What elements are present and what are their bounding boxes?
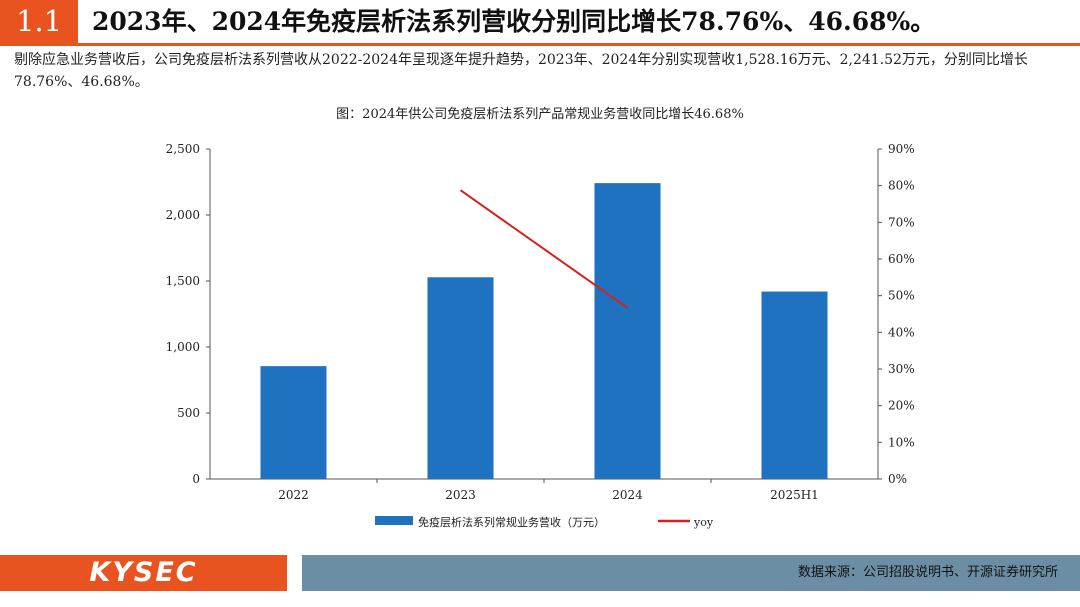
x-tick-label: 2024 (612, 488, 643, 502)
section-title: 2023年、2024年免疫层析法系列营收分别同比增长78.76%、46.68%。 (92, 7, 936, 36)
y-tick-label-left: 500 (177, 406, 200, 420)
x-tick-label: 2022 (278, 488, 309, 502)
yoy-line (459, 189, 629, 309)
summary-text: 剔除应急业务营收后，公司免疫层析法系列营收从2022-2024年呈现逐年提升趋势… (14, 52, 1028, 90)
y-tick-label-right: 70% (888, 215, 915, 229)
y-tick-label-right: 30% (888, 362, 915, 376)
bar (427, 277, 494, 479)
y-tick-label-right: 0% (888, 472, 907, 486)
kysec-logo: KYSEC (0, 555, 287, 591)
y-tick-label-right: 10% (888, 435, 915, 449)
data-source: 数据来源：公司招股说明书、开源证券研究所 (797, 565, 1058, 580)
chart-title: 图：2024年供公司免疫层析法系列产品常规业务营收同比增长46.68% (336, 107, 744, 122)
bar (761, 291, 828, 479)
bar (260, 366, 327, 479)
footer-bar: 数据来源：公司招股说明书、开源证券研究所 (302, 555, 1080, 591)
y-tick-label-right: 20% (888, 399, 915, 413)
y-tick-label-right: 60% (888, 252, 915, 266)
y-tick-label-right: 50% (888, 289, 915, 303)
x-tick-label: 2023 (445, 488, 476, 502)
legend-label-line: yoy (693, 516, 714, 529)
bar (594, 183, 661, 479)
section-header: 1.1 2023年、2024年免疫层析法系列营收分别同比增长78.76%、46.… (0, 0, 1080, 43)
y-tick-label-left: 1,500 (166, 274, 200, 288)
y-tick-label-right: 40% (888, 325, 915, 339)
section-number: 1.1 (0, 0, 78, 43)
legend-label-bar: 免疫层析法系列常规业务营收（万元） (418, 515, 605, 529)
y-tick-label-right: 90% (888, 142, 915, 156)
y-tick-label-left: 2,500 (166, 142, 200, 156)
y-tick-label-left: 0 (192, 472, 200, 486)
y-tick-label-right: 80% (888, 179, 915, 193)
y-tick-label-left: 1,000 (166, 340, 200, 354)
y-tick-label-left: 2,000 (166, 208, 200, 222)
header-divider (0, 43, 1080, 46)
x-tick-label: 2025H1 (770, 488, 819, 502)
legend-swatch-bar (375, 516, 413, 525)
